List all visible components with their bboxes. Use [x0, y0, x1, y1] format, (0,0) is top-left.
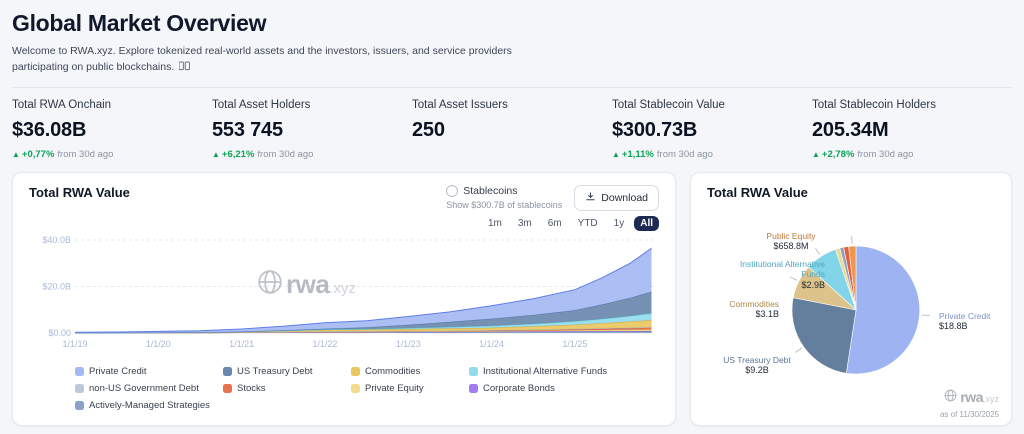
- page-subtitle: Welcome to RWA.xyz. Explore tokenized re…: [12, 44, 557, 77]
- legend-item-private-equity[interactable]: Private Equity: [351, 383, 469, 394]
- stat-label: Total Stablecoin Value: [612, 98, 725, 111]
- card-title: Total RWA Value: [29, 184, 130, 200]
- legend-item-stocks[interactable]: Stocks: [223, 383, 351, 394]
- total-rwa-value-chart-card: Total RWA Value Stablecoins Show $300.7B…: [12, 171, 676, 426]
- stablecoins-checkbox[interactable]: [446, 184, 459, 197]
- subtitle-text: Welcome to RWA.xyz. Explore tokenized re…: [12, 45, 512, 73]
- stat-total-stablecoin-value: Total Stablecoin Value $300.73B ▲ +1,11% f…: [612, 99, 812, 160]
- pie-label-commodities: Commodities $3.1B: [729, 298, 779, 320]
- pie-label-private-credit: Private Credit $18.8B: [939, 310, 991, 332]
- range-button-6m[interactable]: 6m: [547, 218, 562, 229]
- total-rwa-value-pie-card: Total RWA Value Public Equity $658.8M In…: [690, 171, 1012, 426]
- stat-value: $300.73B: [612, 118, 698, 141]
- svg-text:1/1/24: 1/1/24: [479, 339, 504, 349]
- up-arrow-icon: ▲: [12, 149, 20, 159]
- stablecoins-label[interactable]: Stablecoins: [463, 184, 518, 197]
- stat-change: ▲ +2,78% from 30d ago: [812, 148, 914, 160]
- download-icon: [585, 191, 596, 205]
- svg-text:1/1/19: 1/1/19: [62, 339, 87, 349]
- rwa-value-area-chart[interactable]: $0.00 $20.0B $40.0B 1/1/19 1/1/20 1/1/21 1/1/2…: [29, 235, 661, 355]
- legend-swatch-icon: [469, 383, 478, 393]
- legend-swatch-icon: [351, 383, 360, 393]
- stat-value: 205.34M: [812, 118, 889, 141]
- svg-text:$20.0B: $20.0B: [42, 281, 71, 291]
- chart-legend: Private Credit US Treasury Debt Commoditie…: [75, 366, 659, 411]
- stat-label: Total Stablecoin Holders: [812, 98, 937, 111]
- up-arrow-icon: ▲: [812, 149, 820, 159]
- download-label: Download: [601, 191, 648, 204]
- legend-swatch-icon: [351, 366, 360, 376]
- stat-value: $36.08B: [12, 118, 87, 141]
- legend-swatch-icon: [75, 400, 84, 410]
- legend-item-non-us-government-debt[interactable]: non-US Government Debt: [75, 383, 223, 394]
- legend-swatch-icon: [469, 366, 478, 376]
- svg-text:$0.00: $0.00: [48, 328, 71, 338]
- svg-text:$40.0B: $40.0B: [42, 235, 71, 245]
- legend-swatch-icon: [75, 366, 84, 376]
- legend-swatch-icon: [223, 366, 232, 376]
- stats-section: Total RWA Onchain $36.08B ▲ +0,77% from 30…: [12, 86, 1012, 160]
- svg-text:1/1/25: 1/1/25: [562, 339, 587, 349]
- chart-area: $0.00 $20.0B $40.0B 1/1/19 1/1/20 1/1/21 1/1/2…: [29, 235, 659, 360]
- stat-value: 250: [412, 118, 445, 141]
- page-title: Global Market Overview: [12, 10, 267, 36]
- svg-text:1/1/23: 1/1/23: [396, 339, 421, 349]
- svg-text:1/1/22: 1/1/22: [312, 339, 337, 349]
- svg-text:1/1/21: 1/1/21: [229, 339, 254, 349]
- stat-total-asset-issuers: Total Asset Issuers 250: [412, 99, 612, 160]
- download-button[interactable]: Download: [574, 184, 659, 211]
- card-title: Total RWA Value: [707, 184, 808, 200]
- legend-item-corporate-bonds[interactable]: Corporate Bonds: [469, 383, 655, 394]
- range-button-3m[interactable]: 3m: [517, 218, 532, 229]
- range-button-1y[interactable]: 1y: [613, 218, 625, 229]
- blocks-icon: [178, 61, 191, 77]
- up-arrow-icon: ▲: [612, 149, 620, 159]
- stablecoins-toggle-block: Stablecoins Show $300.7B of stablecoins: [446, 184, 563, 210]
- stat-value: 553 745: [212, 118, 283, 141]
- stat-label: Total RWA Onchain: [12, 98, 112, 111]
- stat-label: Total Asset Issuers: [412, 98, 508, 111]
- range-button-ytd[interactable]: YTD: [577, 218, 598, 229]
- stat-total-asset-holders: Total Asset Holders 553 745 ▲ +6,21% from …: [212, 99, 412, 160]
- up-arrow-icon: ▲: [212, 149, 220, 159]
- pie-label-us-treasury-debt: US Treasury Debt $9.2B: [723, 354, 791, 376]
- pie-label-public-equity: Public Equity $658.8M: [766, 230, 816, 252]
- rwa-value-pie-chart[interactable]: [691, 173, 1012, 426]
- pie-label-institutional-alternative-funds: Institutional Alternative Funds $2.9B: [739, 258, 825, 290]
- legend-swatch-icon: [75, 383, 84, 393]
- stat-change: ▲ +0,77% from 30d ago: [12, 148, 114, 160]
- as-of-date: as of 11/30/2025: [939, 409, 999, 419]
- stat-total-rwa-onchain: Total RWA Onchain $36.08B ▲ +0,77% from 30…: [12, 99, 212, 160]
- legend-item-actively-managed-strategies[interactable]: Actively-Managed Strategies: [75, 400, 223, 411]
- legend-item-us-treasury-debt[interactable]: US Treasury Debt: [223, 366, 351, 377]
- legend-swatch-icon: [223, 383, 232, 393]
- range-button-all[interactable]: All: [634, 216, 659, 231]
- svg-text:1/1/20: 1/1/20: [146, 339, 171, 349]
- stat-label: Total Asset Holders: [212, 98, 311, 111]
- stat-change: ▲ +1,11% from 30d ago: [612, 148, 713, 160]
- legend-item-private-credit[interactable]: Private Credit: [75, 366, 223, 377]
- stat-change: ▲ +6,21% from 30d ago: [212, 148, 314, 160]
- legend-item-institutional-alternative-funds[interactable]: Institutional Alternative Funds: [469, 366, 655, 377]
- range-button-1m[interactable]: 1m: [487, 218, 502, 229]
- stablecoins-sublabel: Show $300.7B of stablecoins: [446, 199, 563, 210]
- legend-item-commodities[interactable]: Commodities: [351, 366, 469, 377]
- time-range-selector: 1m 3m 6m YTD 1y All: [29, 215, 659, 233]
- stat-total-stablecoin-holders: Total Stablecoin Holders 205.34M ▲ +2,78%…: [812, 99, 1012, 160]
